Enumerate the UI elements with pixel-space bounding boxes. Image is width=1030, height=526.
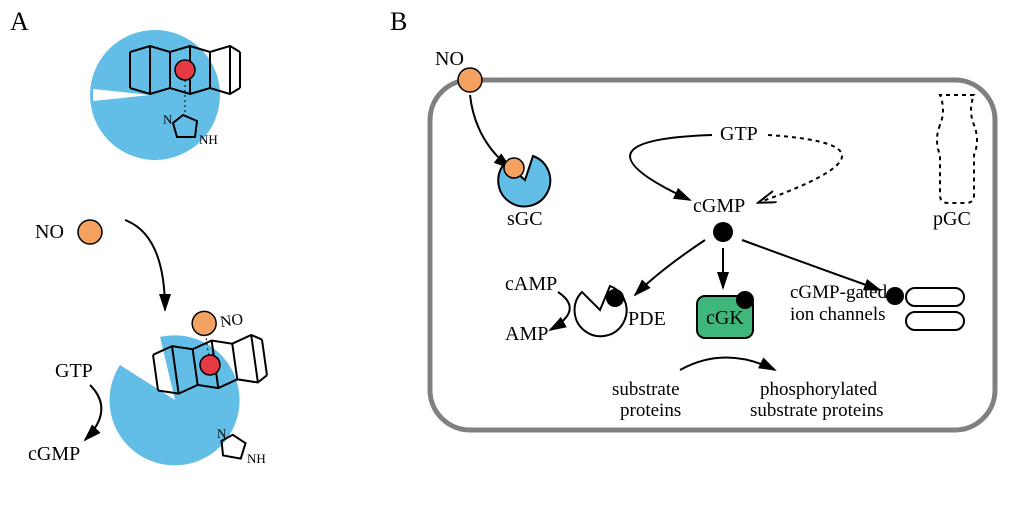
no-label-a: NO <box>35 221 64 243</box>
phospho2-label: substrate proteins <box>750 400 884 421</box>
sgc-body-bottom <box>110 335 240 465</box>
pgc-label: pGC <box>933 208 971 230</box>
enzyme-bottom: NO N NH <box>110 304 268 466</box>
sgc: sGC <box>498 156 550 230</box>
gated1-label: cGMP-gated <box>790 282 888 303</box>
gtp-label-b: GTP <box>720 123 758 145</box>
cgmp-label-a: cGMP <box>28 443 80 465</box>
n-label-top: N <box>163 112 173 127</box>
no-on-sgc <box>504 158 524 178</box>
gtp-label-a: GTP <box>55 360 93 382</box>
panel-b-letter: B <box>390 7 407 36</box>
no-bound <box>191 310 218 337</box>
arrow-substrate <box>680 358 775 371</box>
panel-b: B NO sGC GTP cGMP pGC PDE cAMP AMP <box>390 7 995 430</box>
no-ball-b <box>458 68 482 92</box>
cgk-label: cGK <box>706 307 744 329</box>
panel-a-letter: A <box>10 7 29 36</box>
nh-label-bottom: NH <box>247 451 266 466</box>
nh-label-top: NH <box>199 132 218 147</box>
camp-label: cAMP <box>505 273 557 295</box>
arrow-gtp-cgmp-sgc <box>630 135 712 200</box>
no-bound-label: NO <box>219 311 244 331</box>
sgc-label: sGC <box>507 208 543 230</box>
amp-label: AMP <box>505 323 548 345</box>
ion-channels: cGMP-gated ion channels <box>790 282 964 330</box>
cgmp-dot <box>713 222 733 242</box>
substrate1-label: substrate <box>612 379 680 400</box>
phospho1-label: phosphorylated <box>760 379 878 400</box>
cell-membrane <box>430 80 995 430</box>
no-ball-a <box>78 220 102 244</box>
cgmp-on-channel <box>886 287 904 305</box>
no-outside: NO <box>435 48 510 168</box>
cgk: cGK <box>697 291 754 338</box>
arrow-camp-amp <box>550 292 570 330</box>
pde: PDE <box>575 286 666 336</box>
gtp-cgmp: GTP cGMP <box>28 360 101 465</box>
arrow-cgmp-pde <box>635 240 705 295</box>
substrate2-label: proteins <box>620 400 681 421</box>
pde-label: PDE <box>628 308 666 330</box>
gated2-label: ion channels <box>790 304 886 325</box>
n-label-bottom: N <box>217 426 227 441</box>
heme-iron-top <box>175 60 195 80</box>
enzyme-top: N NH <box>90 30 240 160</box>
cgmp-label-b: cGMP <box>693 195 745 217</box>
no-molecule: NO <box>35 220 102 244</box>
cgmp-on-pde <box>606 289 624 307</box>
arrow-no-binds <box>125 220 165 310</box>
pgc <box>937 95 977 203</box>
arrow-no-in <box>470 95 510 168</box>
panel-a: A N NH NO <box>10 7 268 466</box>
arrow-gtp-cgmp-pgc <box>760 135 842 202</box>
no-label-b: NO <box>435 48 464 70</box>
